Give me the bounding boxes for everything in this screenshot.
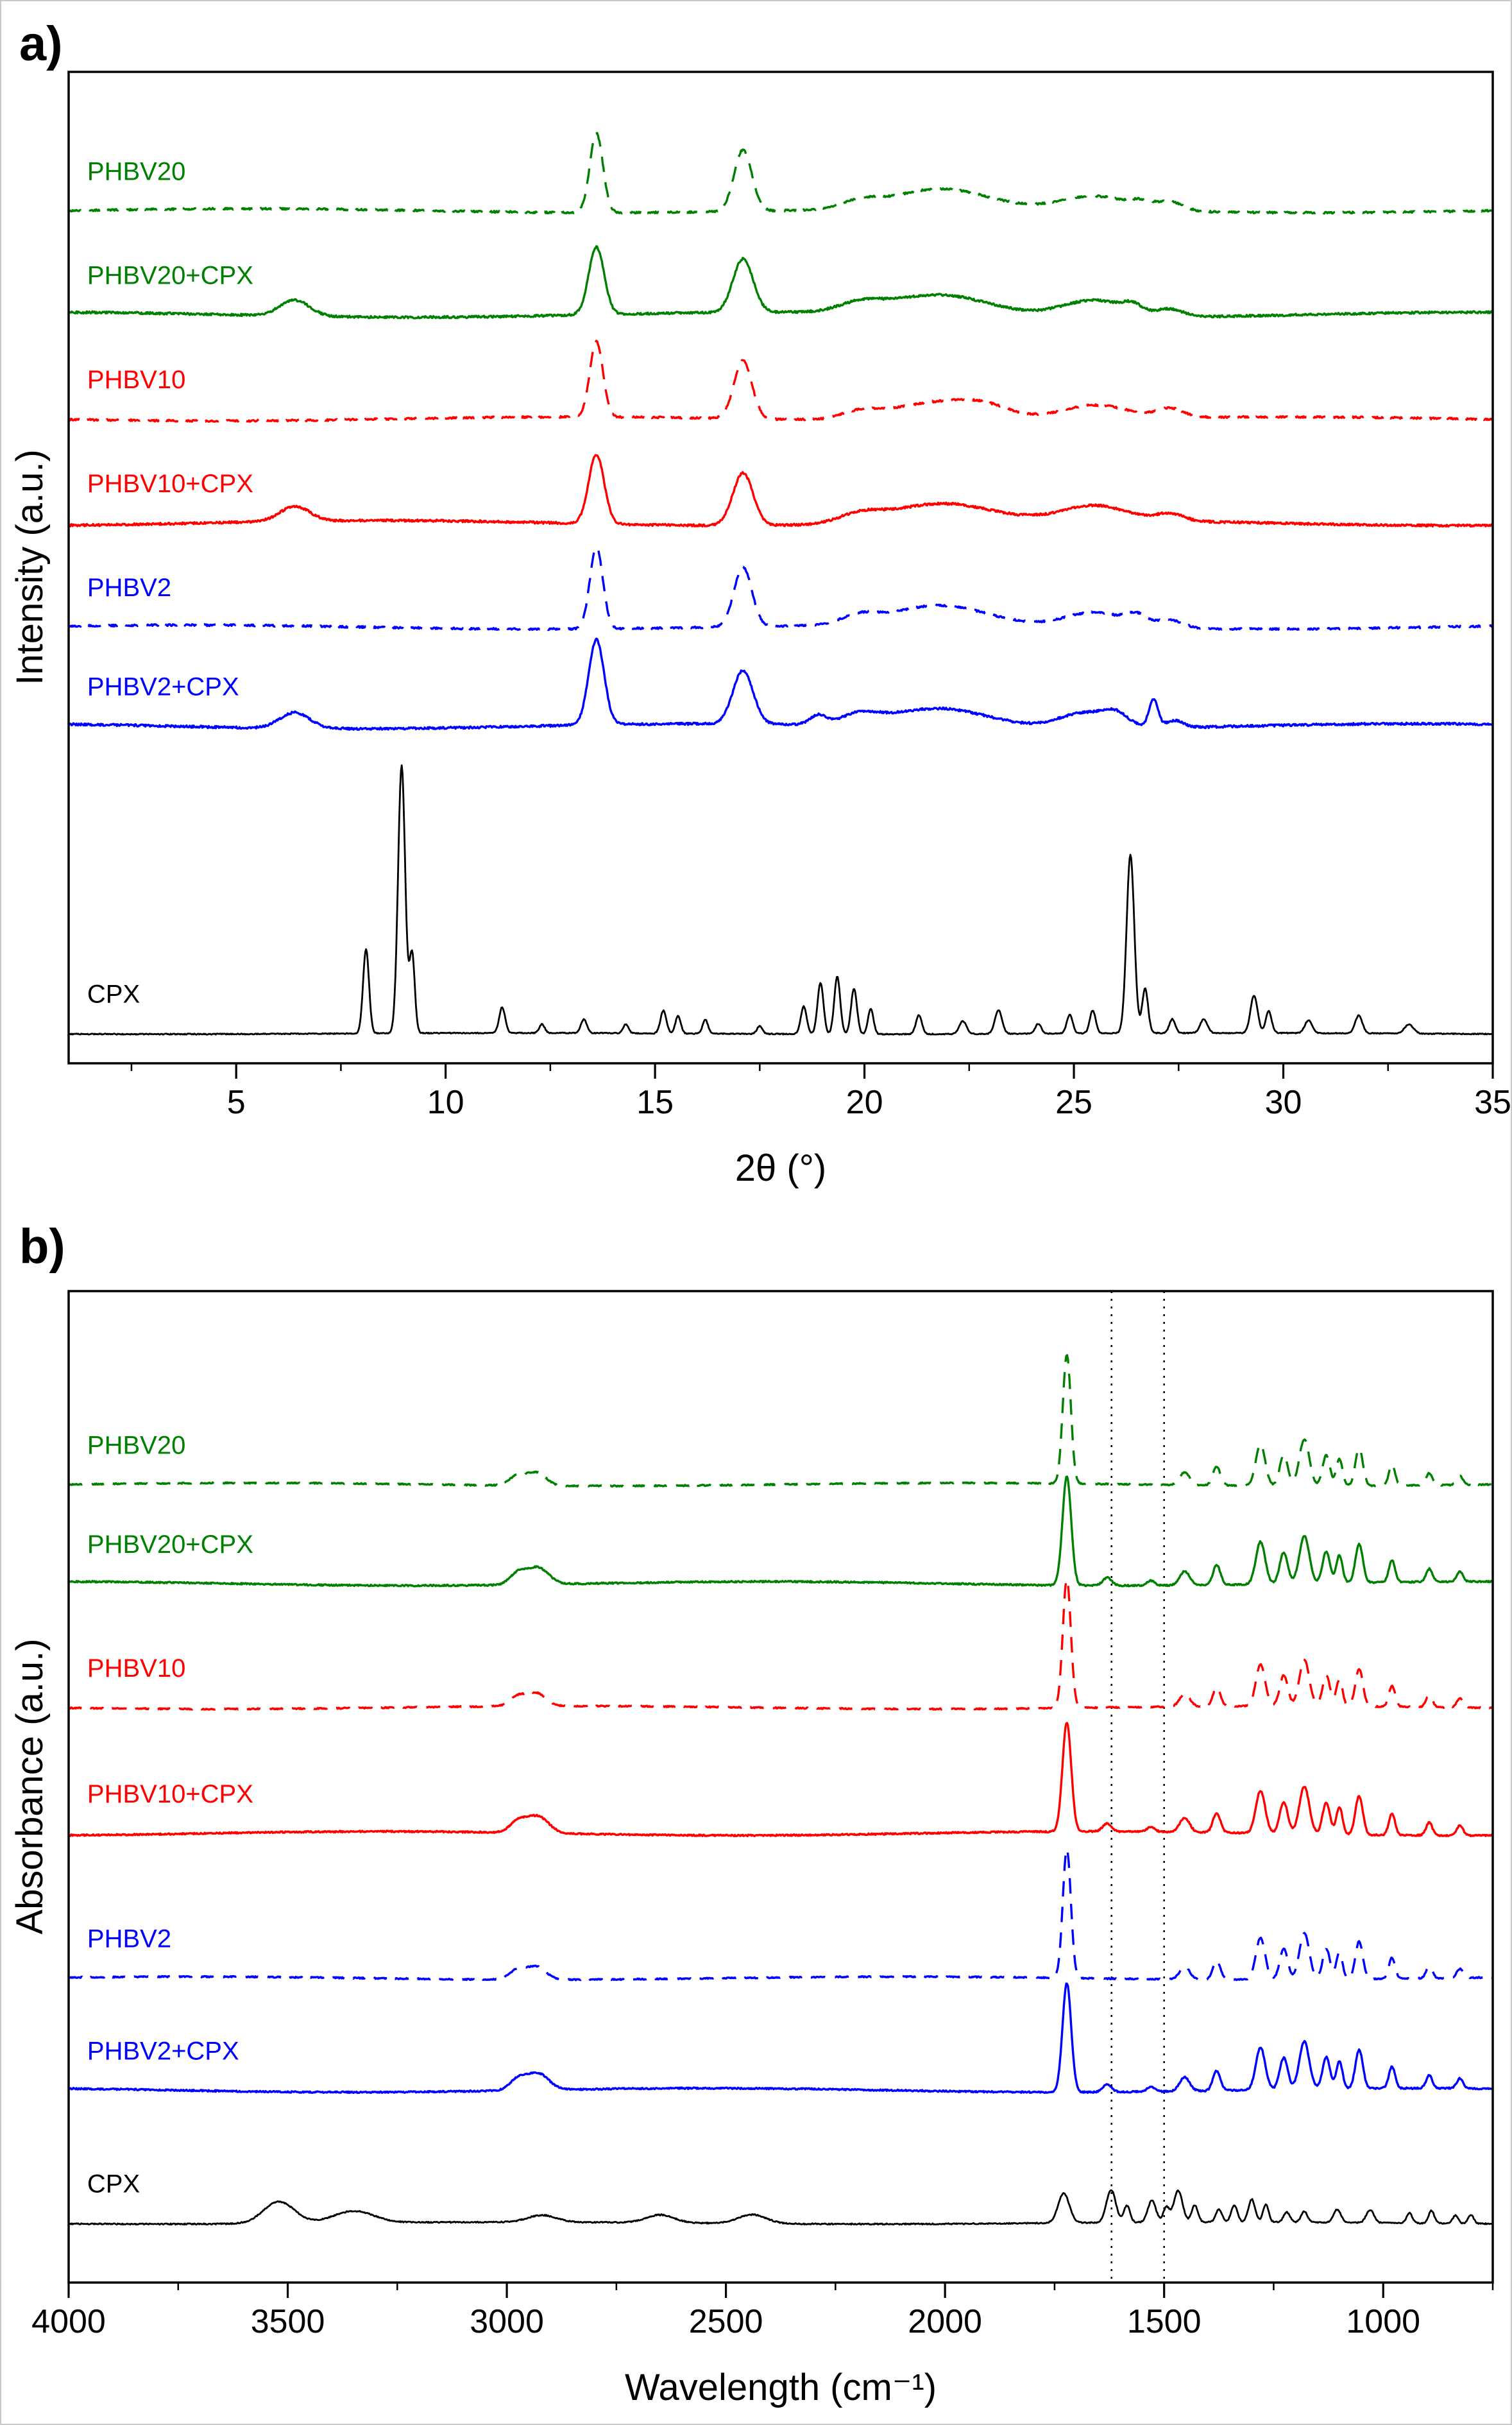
ftir-label-phbv20+cpx: PHBV20+CPX [87, 1530, 253, 1559]
x-tick-label-1500: 1500 [1127, 2303, 1202, 2340]
x-tick-label-3500: 3500 [251, 2303, 325, 2340]
xrd-chart: a) 2θ (°) Intensity (a.u.) PHBV20 PHBV20+… [9, 17, 1511, 1189]
x-tick-label-30: 30 [1265, 1084, 1302, 1121]
xrd-trace-phbv10 [67, 339, 1493, 423]
x-tick-label-5: 5 [227, 1084, 246, 1121]
ftir-label-phbv10: PHBV10 [87, 1654, 185, 1683]
x-tick-label-10: 10 [427, 1084, 464, 1121]
ftir-plot-area: PHBV20 PHBV20+CPX PHBV10 PHBV10+CPX PHBV2 PHB… [31, 1290, 1494, 2340]
x-tick-label-25: 25 [1055, 1084, 1092, 1121]
x-tick-label-2000: 2000 [908, 2303, 982, 2340]
xrd-label-phbv2: PHBV2 [87, 574, 171, 602]
xrd-plot-area: PHBV20 PHBV20+CPX PHBV10 PHBV10+CPX PHBV2 PHB… [67, 71, 1511, 1121]
ftir-plot-frame [67, 1290, 1494, 2284]
panel-a-label: a) [19, 17, 63, 71]
x-tick-label-4000: 4000 [31, 2303, 106, 2340]
xrd-label-phbv20: PHBV20 [87, 157, 185, 185]
x-tick-label-15: 15 [636, 1084, 674, 1121]
x-tick-label-3000: 3000 [470, 2303, 544, 2340]
ftir-label-cpx: CPX [87, 2170, 140, 2198]
xrd-trace-phbv10+cpx [67, 454, 1494, 528]
xrd-trace-phbv2+cpx [68, 637, 1494, 731]
ftir-trace-phbv20 [67, 1354, 1493, 1488]
xrd-xaxis-label: 2θ (°) [735, 1147, 826, 1189]
ftir-label-phbv2+cpx: PHBV2+CPX [87, 2037, 239, 2065]
ftir-label-phbv2: PHBV2 [87, 1925, 171, 1953]
xrd-yaxis-label: Intensity (a.u.) [9, 449, 51, 685]
ftir-trace-phbv10 [68, 1579, 1493, 1711]
xrd-label-phbv10: PHBV10 [87, 366, 185, 394]
ftir-trace-phbv2 [67, 1847, 1494, 1982]
x-tick-label-20: 20 [846, 1084, 883, 1121]
xrd-label-cpx: CPX [87, 981, 140, 1009]
xrd-trace-cpx [68, 764, 1493, 1036]
ftir-trace-phbv2+cpx [68, 1982, 1494, 2095]
ftir-label-phbv20: PHBV20 [87, 1431, 185, 1459]
x-tick-label-35: 35 [1474, 1084, 1511, 1121]
xrd-label-phbv20+cpx: PHBV20+CPX [87, 262, 253, 290]
ftir-trace-phbv10+cpx [68, 1722, 1494, 1837]
ftir-label-phbv10+cpx: PHBV10+CPX [87, 1780, 253, 1808]
ftir-trace-cpx [68, 2189, 1493, 2226]
panel-b-label: b) [19, 1219, 65, 1274]
xrd-label-phbv2+cpx: PHBV2+CPX [87, 673, 239, 701]
xrd-label-phbv10+cpx: PHBV10+CPX [87, 470, 253, 498]
xrd-trace-phbv2 [67, 546, 1494, 631]
xrd-trace-phbv20 [67, 132, 1493, 215]
xrd-plot-frame [67, 71, 1494, 1065]
ftir-chart: b) Wavelength (cm⁻¹) Absorbance (a.u.) P… [9, 1219, 1494, 2408]
ftir-yaxis-label: Absorbance (a.u.) [9, 1638, 51, 1934]
xrd-trace-phbv20+cpx [67, 245, 1494, 320]
x-tick-label-2500: 2500 [689, 2303, 763, 2340]
x-tick-label-1000: 1000 [1346, 2303, 1420, 2340]
ftir-trace-phbv20+cpx [67, 1475, 1494, 1588]
ftir-xaxis-label: Wavelength (cm⁻¹) [625, 2367, 937, 2408]
